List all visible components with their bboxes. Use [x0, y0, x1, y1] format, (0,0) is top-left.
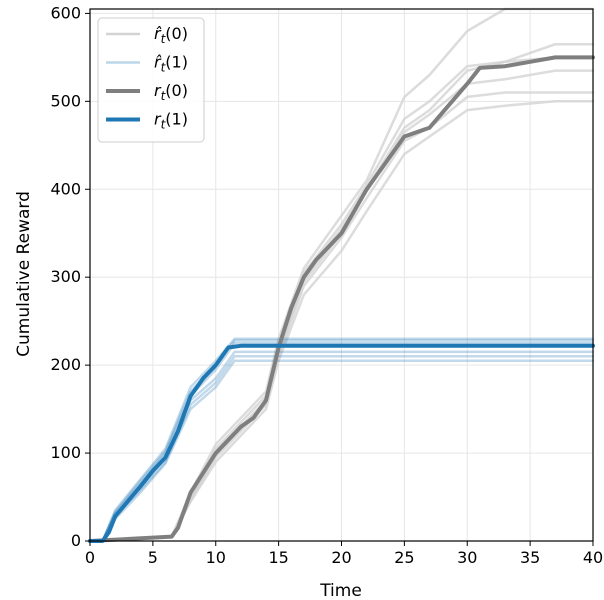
estimate-series-line: [88, 7, 595, 543]
y-axis-label: Cumulative Reward: [14, 191, 34, 357]
y-tick-label: 200: [50, 355, 81, 374]
x-tick-label: 5: [148, 548, 158, 567]
legend-label: rt(0): [154, 81, 188, 103]
legend: r̂t(0) r̂t(1) rt(0) rt(1): [97, 17, 205, 143]
actual-series-line: [88, 343, 595, 543]
actual-series-line: [88, 55, 595, 543]
y-tick-label: 300: [50, 267, 81, 286]
y-tick-label: 400: [50, 179, 81, 198]
x-tick-label: 30: [457, 548, 477, 567]
x-tick-label: 40: [583, 548, 603, 567]
y-tick-label: 100: [50, 443, 81, 462]
legend-box: [97, 17, 205, 143]
x-tick-label: 15: [268, 548, 288, 567]
x-tick-label: 35: [520, 548, 540, 567]
x-tick-label: 25: [394, 548, 414, 567]
y-tick-label: 0: [71, 531, 81, 550]
x-tick-label: 0: [85, 548, 95, 567]
series-layer: [88, 7, 595, 543]
legend-label: r̂t(0): [154, 24, 188, 46]
legend-label: r̂t(1): [154, 53, 188, 75]
legend-label: rt(1): [154, 110, 188, 132]
x-tick-label: 20: [331, 548, 351, 567]
y-tick-label: 500: [50, 91, 81, 110]
y-tick-label: 600: [50, 3, 81, 22]
estimate-series-line: [88, 100, 595, 543]
x-axis-label: Time: [319, 581, 362, 600]
x-tick-label: 10: [206, 548, 226, 567]
